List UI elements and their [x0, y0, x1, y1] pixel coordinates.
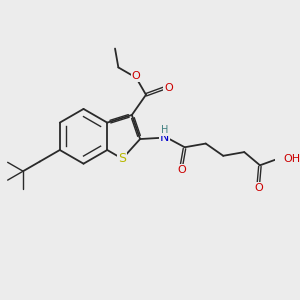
Text: O: O: [177, 165, 186, 175]
Text: O: O: [132, 71, 140, 81]
Text: S: S: [118, 152, 126, 165]
Text: H: H: [161, 125, 168, 135]
Text: OH: OH: [284, 154, 300, 164]
Text: N: N: [160, 131, 169, 144]
Text: O: O: [254, 183, 263, 193]
Text: O: O: [164, 83, 173, 93]
